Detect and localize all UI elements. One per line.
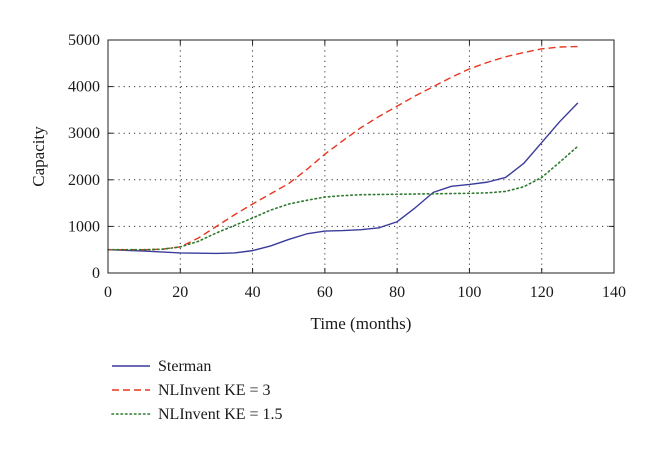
x-tick-label: 20	[172, 284, 188, 301]
series-line-3	[107, 145, 579, 251]
plot-area	[108, 40, 614, 273]
x-axis-label: Time (months)	[311, 314, 412, 333]
axes	[107, 39, 615, 274]
series-line-1	[107, 102, 579, 255]
y-tick-label: 1000	[68, 218, 100, 235]
legend: Sterman NLInvent KE = 3 NLInvent KE = 1.5	[111, 358, 283, 423]
y-tick-label: 3000	[68, 125, 100, 142]
x-tick-label: 80	[389, 284, 405, 301]
y-tick-label: 2000	[68, 172, 100, 189]
plot-background	[108, 40, 614, 273]
legend-label-3: NLInvent KE = 1.5	[158, 406, 283, 423]
series-line-2	[108, 45, 578, 251]
x-tick-label: 100	[457, 284, 481, 301]
x-tick-label: 120	[530, 284, 554, 301]
y-tick-label: 0	[92, 265, 100, 282]
axes-frame	[107, 39, 615, 274]
x-tick-label: 0	[104, 284, 112, 301]
legend-label-2: NLInvent KE = 3	[158, 382, 271, 399]
x-tick-label: 140	[602, 284, 626, 301]
y-tick-label: 4000	[68, 79, 100, 96]
x-tick-label: 40	[245, 284, 261, 301]
grid-lines	[108, 40, 614, 273]
ticks: 0 20 40 60 80 100 120 140 0 1000 2000 3000 4000 5000	[68, 32, 626, 301]
legend-label-1: Sterman	[158, 358, 211, 375]
x-tick-label: 60	[317, 284, 333, 301]
y-tick-label: 5000	[68, 32, 100, 49]
series-layer	[107, 45, 579, 255]
y-axis-label: Capacity	[29, 126, 48, 187]
